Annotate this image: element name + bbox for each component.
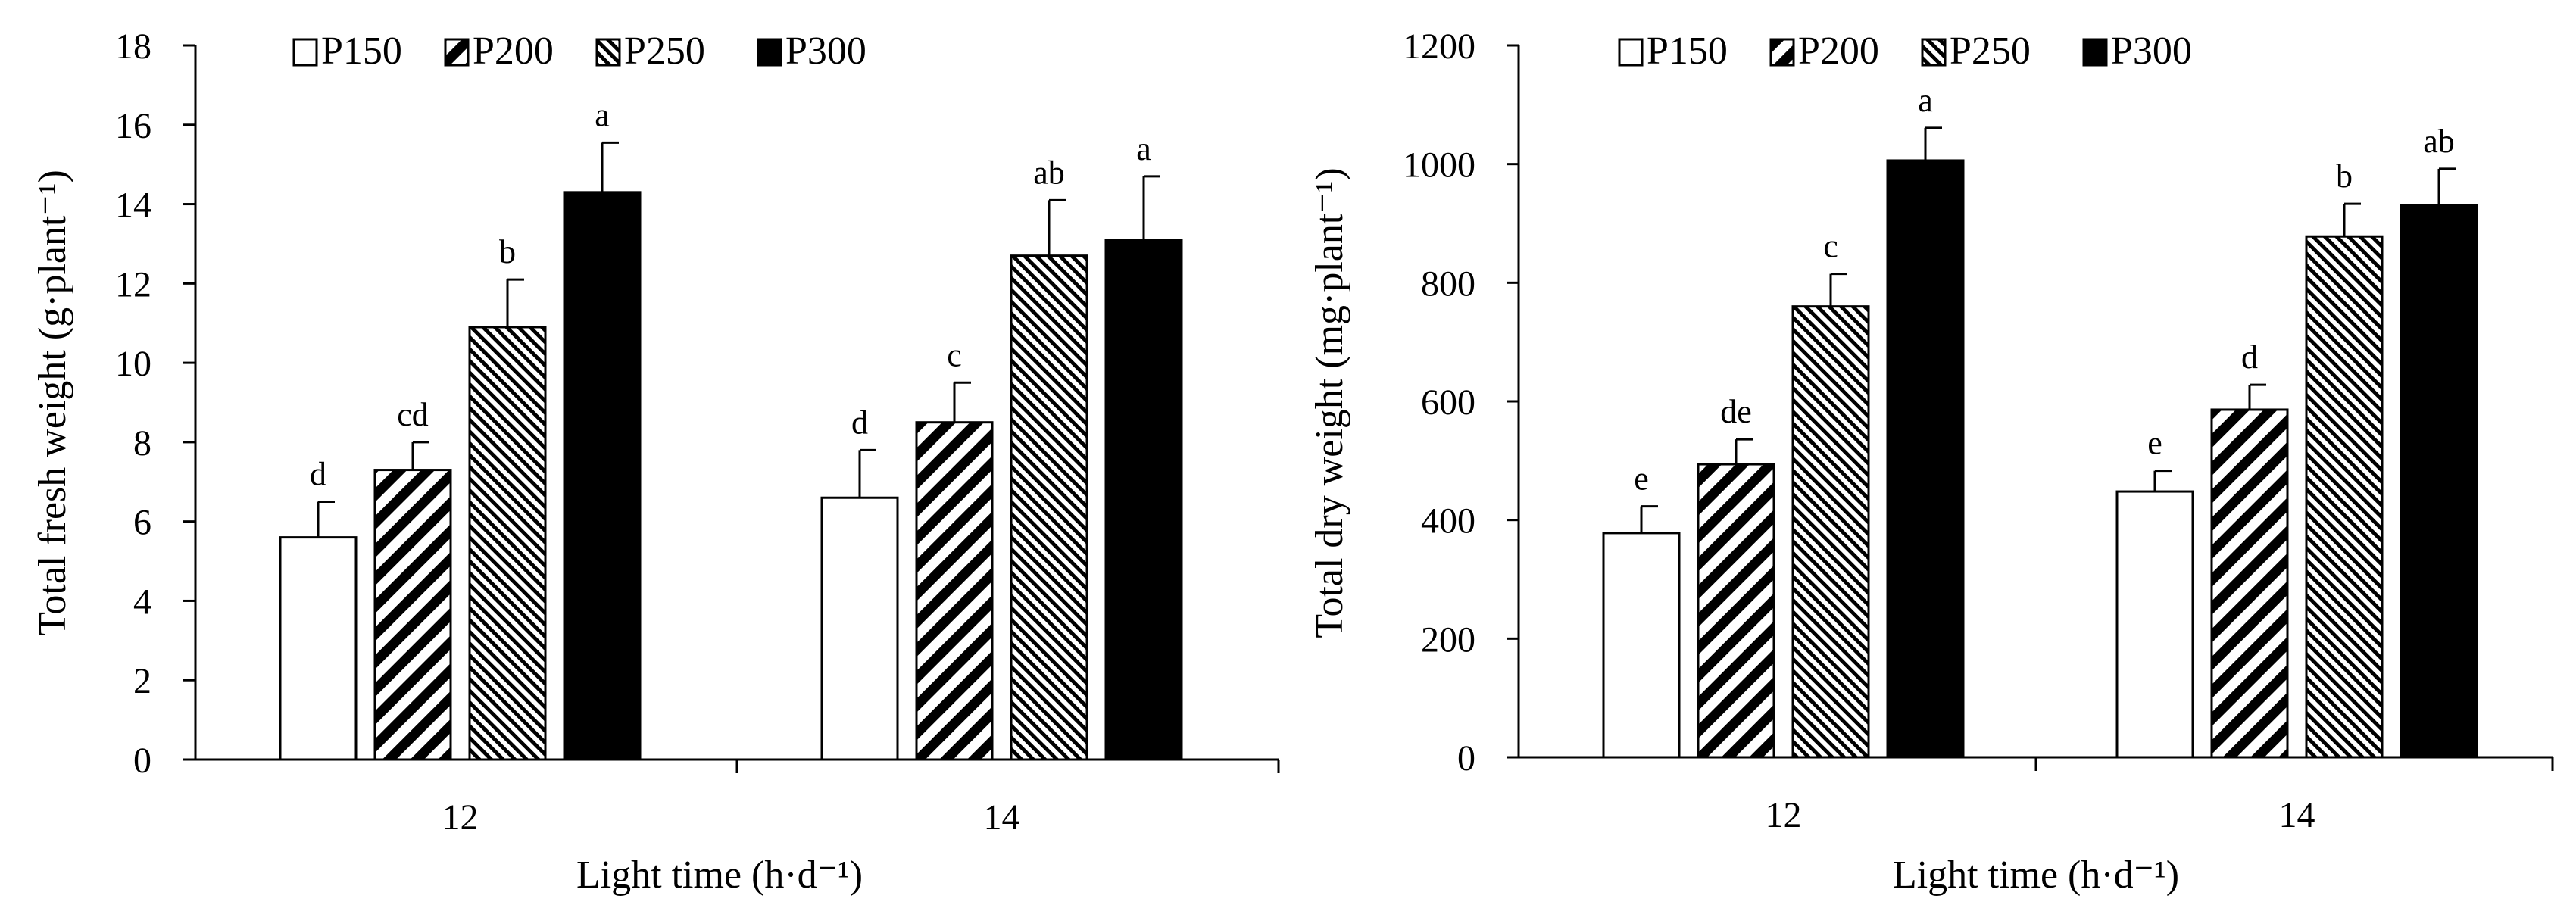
y-axis-title: Total dry weight (mg·plant⁻¹) (1308, 167, 1351, 638)
y-tick-label: 14 (115, 186, 151, 226)
y-ticks: 0 200 400 600 800 1000 1200 (1403, 27, 1519, 778)
y-tick-label: 18 (115, 27, 151, 67)
legend-label-p200: P200 (473, 30, 554, 73)
legend-label-p150: P150 (321, 30, 402, 73)
y-tick-label: 10 (115, 344, 151, 384)
significance-label: de (1720, 393, 1752, 430)
bar-p200-14 (915, 421, 994, 761)
bar-p200-14 (2210, 408, 2289, 759)
significance-label: d (310, 455, 326, 492)
y-axis-title: Total fresh weight (g·plant⁻¹) (31, 170, 74, 636)
legend-label-p250: P250 (1950, 30, 2031, 73)
bars: d d cd c b ab a a (279, 96, 1183, 761)
legend-label-p250: P250 (624, 30, 705, 73)
x-tick-label: 14 (2279, 795, 2315, 835)
legend-label-p300: P300 (2111, 30, 2192, 73)
bar-p250-12 (468, 326, 547, 761)
bars: e e de d c b a ab (1602, 82, 2478, 759)
bar-p250-14 (1010, 254, 1088, 761)
bar-p200-12 (1697, 463, 1775, 759)
legend: P150 P200 P250 P300 (292, 30, 866, 73)
bar-p150-12 (279, 536, 358, 761)
y-tick-label: 16 (115, 106, 151, 146)
significance-label: c (1823, 228, 1838, 265)
x-tick-labels: 12 14 (1766, 795, 2315, 835)
x-axis-title: Light time (h·d⁻¹) (576, 853, 863, 897)
bar-p300-12 (563, 191, 642, 761)
x-tick-label: 12 (442, 797, 479, 838)
legend-swatch-p300 (2082, 38, 2108, 67)
legend-swatch-p150 (292, 38, 318, 67)
y-tick-label: 600 (1421, 382, 1475, 423)
significance-label: a (595, 96, 610, 133)
y-tick-label: 1200 (1403, 27, 1475, 67)
bar-p250-14 (2305, 235, 2384, 759)
bar-p150-14 (2115, 490, 2194, 759)
significance-label: ab (2423, 123, 2455, 160)
y-tick-label: 8 (133, 423, 151, 463)
legend-label-p300: P300 (785, 30, 866, 73)
y-tick-label: 0 (133, 741, 151, 781)
y-tick-label: 2 (133, 661, 151, 701)
significance-label: d (2241, 339, 2258, 376)
y-tick-label: 400 (1421, 501, 1475, 541)
y-ticks: 0 2 4 6 8 10 12 14 16 18 (115, 27, 195, 781)
significance-label: c (947, 336, 962, 373)
legend-swatch-p200 (1769, 38, 1795, 67)
fresh-weight-chart: 0 2 4 6 8 10 12 14 16 18 d d cd c b ab a a 12 14 Total fr… (31, 27, 1280, 897)
x-tick-labels: 12 14 (442, 797, 1020, 838)
legend-swatch-p300 (757, 38, 782, 67)
x-tick-label: 12 (1766, 795, 1802, 835)
x-tick-label: 14 (984, 797, 1020, 838)
significance-label: e (2147, 425, 2162, 462)
legend: P150 P200 P250 P300 (1618, 30, 2192, 73)
significance-label: d (851, 404, 868, 441)
significance-label: e (1634, 460, 1649, 498)
bar-p300-14 (1104, 239, 1183, 761)
dry-weight-chart: 0 200 400 600 800 1000 1200 e e de d c b a ab 12 14 To… (1308, 27, 2554, 897)
legend-label-p200: P200 (1798, 30, 1879, 73)
bar-p300-14 (2400, 204, 2478, 759)
legend-label-p150: P150 (1647, 30, 1728, 73)
y-tick-label: 800 (1421, 264, 1475, 304)
y-tick-label: 12 (115, 264, 151, 304)
x-axis-title: Light time (h·d⁻¹) (1893, 853, 2179, 897)
y-tick-label: 4 (133, 582, 151, 622)
legend-swatch-p200 (444, 38, 470, 67)
legend-swatch-p250 (1921, 38, 1947, 67)
legend-swatch-p150 (1618, 38, 1644, 67)
legend-swatch-p250 (595, 38, 621, 67)
y-tick-label: 6 (133, 503, 151, 543)
bar-p250-12 (1791, 305, 1870, 759)
significance-label: b (499, 233, 516, 270)
significance-label: a (1918, 82, 1933, 119)
bar-p150-14 (820, 496, 899, 761)
significance-label: a (1136, 130, 1151, 167)
y-tick-label: 200 (1421, 619, 1475, 660)
significance-label: cd (397, 396, 429, 433)
y-tick-label: 0 (1457, 738, 1475, 778)
bar-p300-12 (1886, 159, 1965, 759)
bar-p150-12 (1602, 532, 1681, 759)
significance-label: ab (1033, 154, 1065, 191)
y-tick-label: 1000 (1403, 145, 1475, 186)
bar-p200-12 (373, 469, 452, 761)
significance-label: b (2336, 158, 2353, 195)
